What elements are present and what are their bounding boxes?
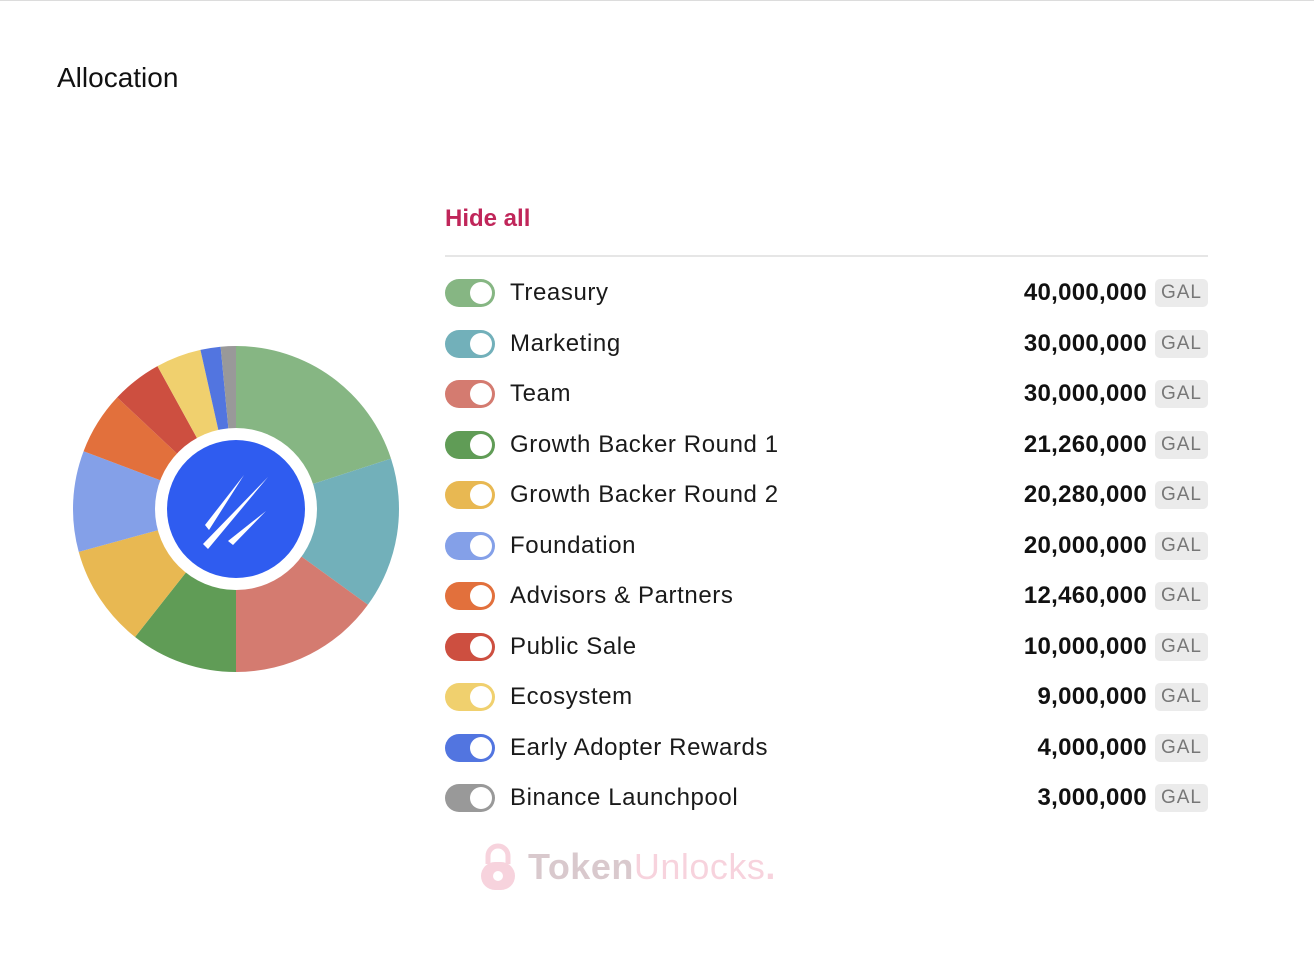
legend-label: Public Sale: [510, 632, 637, 660]
toggle-knob: [470, 484, 492, 507]
unit-badge: GAL: [1154, 329, 1208, 358]
unit-badge: GAL: [1154, 683, 1208, 712]
legend-label: Growth Backer Round 2: [510, 481, 779, 509]
unit-badge: GAL: [1154, 279, 1208, 308]
hide-all-button[interactable]: Hide all: [445, 205, 531, 232]
toggle-knob: [470, 787, 492, 810]
legend-value: 3,000,000: [1037, 784, 1147, 812]
legend-toggle[interactable]: [445, 279, 495, 308]
watermark-brand-unlocks: Unlocks: [633, 846, 766, 887]
tokenunlocks-watermark: TokenUnlocks.: [478, 842, 776, 892]
legend-toggle[interactable]: [445, 632, 495, 661]
toggle-knob: [470, 534, 492, 557]
legend-label: Early Adopter Rewards: [510, 733, 769, 761]
legend-label: Treasury: [510, 279, 609, 307]
toggle-knob: [470, 433, 492, 456]
legend-toggle[interactable]: [445, 380, 495, 409]
top-divider: [0, 0, 1314, 1]
legend-toggle[interactable]: [445, 531, 495, 560]
legend-toggle[interactable]: [445, 329, 495, 358]
legend-divider: [445, 255, 1208, 257]
legend-value: 30,000,000: [1023, 329, 1147, 357]
pie-slice[interactable]: [72, 451, 236, 552]
allocation-legend: Treasury 40,000,000 GAL Marketing 30,000,000…: [445, 268, 1208, 824]
unit-badge: GAL: [1154, 733, 1208, 762]
lock-icon: [481, 843, 515, 890]
watermark-brand-dot: .: [765, 846, 776, 887]
legend-toggle[interactable]: [445, 784, 495, 813]
gal-logo-strokes: [203, 475, 268, 549]
unit-badge: GAL: [1154, 430, 1208, 459]
legend-row: Early Adopter Rewards 4,000,000 GAL: [445, 723, 1208, 774]
watermark-brand-token: Token: [528, 846, 634, 887]
toggle-knob: [470, 282, 492, 305]
legend-row: Growth Backer Round 1 21,260,000 GAL: [445, 420, 1208, 471]
allocation-donut-chart: [70, 343, 402, 675]
legend-value: 40,000,000: [1023, 279, 1147, 307]
gal-logo-icon: [167, 440, 305, 578]
toggle-knob: [470, 736, 492, 759]
toggle-knob: [470, 383, 492, 406]
legend-value: 21,260,000: [1023, 430, 1147, 458]
toggle-knob: [470, 686, 492, 709]
legend-value: 10,000,000: [1023, 632, 1147, 660]
toggle-knob: [470, 585, 492, 608]
legend-value: 9,000,000: [1037, 683, 1147, 711]
legend-row: Foundation 20,000,000 GAL: [445, 521, 1208, 572]
legend-toggle[interactable]: [445, 582, 495, 611]
legend-label: Marketing: [510, 329, 621, 357]
legend-row: Team 30,000,000 GAL: [445, 369, 1208, 420]
legend-label: Ecosystem: [510, 683, 633, 711]
unit-badge: GAL: [1154, 632, 1208, 661]
unit-badge: GAL: [1154, 531, 1208, 560]
legend-value: 20,000,000: [1023, 531, 1147, 559]
legend-value: 30,000,000: [1023, 380, 1147, 408]
toggle-knob: [470, 635, 492, 658]
legend-label: Growth Backer Round 1: [510, 430, 779, 458]
legend-label: Binance Launchpool: [510, 784, 739, 812]
logo-stroke: [228, 511, 266, 545]
legend-value: 20,280,000: [1023, 481, 1147, 509]
legend-row: Ecosystem 9,000,000 GAL: [445, 672, 1208, 723]
legend-value: 12,460,000: [1023, 582, 1147, 610]
section-title: Allocation: [57, 62, 179, 93]
pie-slice[interactable]: [236, 458, 400, 605]
legend-row: Advisors & Partners 12,460,000 GAL: [445, 571, 1208, 622]
legend-row: Growth Backer Round 2 20,280,000 GAL: [445, 470, 1208, 521]
unit-badge: GAL: [1154, 784, 1208, 813]
legend-row: Binance Launchpool 3,000,000 GAL: [445, 773, 1208, 824]
legend-label: Foundation: [510, 531, 637, 559]
donut-svg: [72, 346, 400, 672]
unit-badge: GAL: [1154, 582, 1208, 611]
legend-toggle[interactable]: [445, 683, 495, 712]
unit-badge: GAL: [1154, 380, 1208, 409]
logo-stroke: [203, 477, 268, 549]
legend-toggle[interactable]: [445, 430, 495, 459]
legend-value: 4,000,000: [1037, 733, 1147, 761]
legend-label: Advisors & Partners: [510, 582, 734, 610]
legend-row: Marketing 30,000,000 GAL: [445, 319, 1208, 370]
legend-toggle[interactable]: [445, 733, 495, 762]
legend-label: Team: [510, 380, 572, 408]
logo-stroke: [205, 475, 244, 530]
legend-row: Public Sale 10,000,000 GAL: [445, 622, 1208, 673]
toggle-knob: [470, 332, 492, 355]
watermark-text: TokenUnlocks.: [528, 846, 776, 888]
legend-row: Treasury 40,000,000 GAL: [445, 268, 1208, 319]
unit-badge: GAL: [1154, 481, 1208, 510]
legend-toggle[interactable]: [445, 481, 495, 510]
